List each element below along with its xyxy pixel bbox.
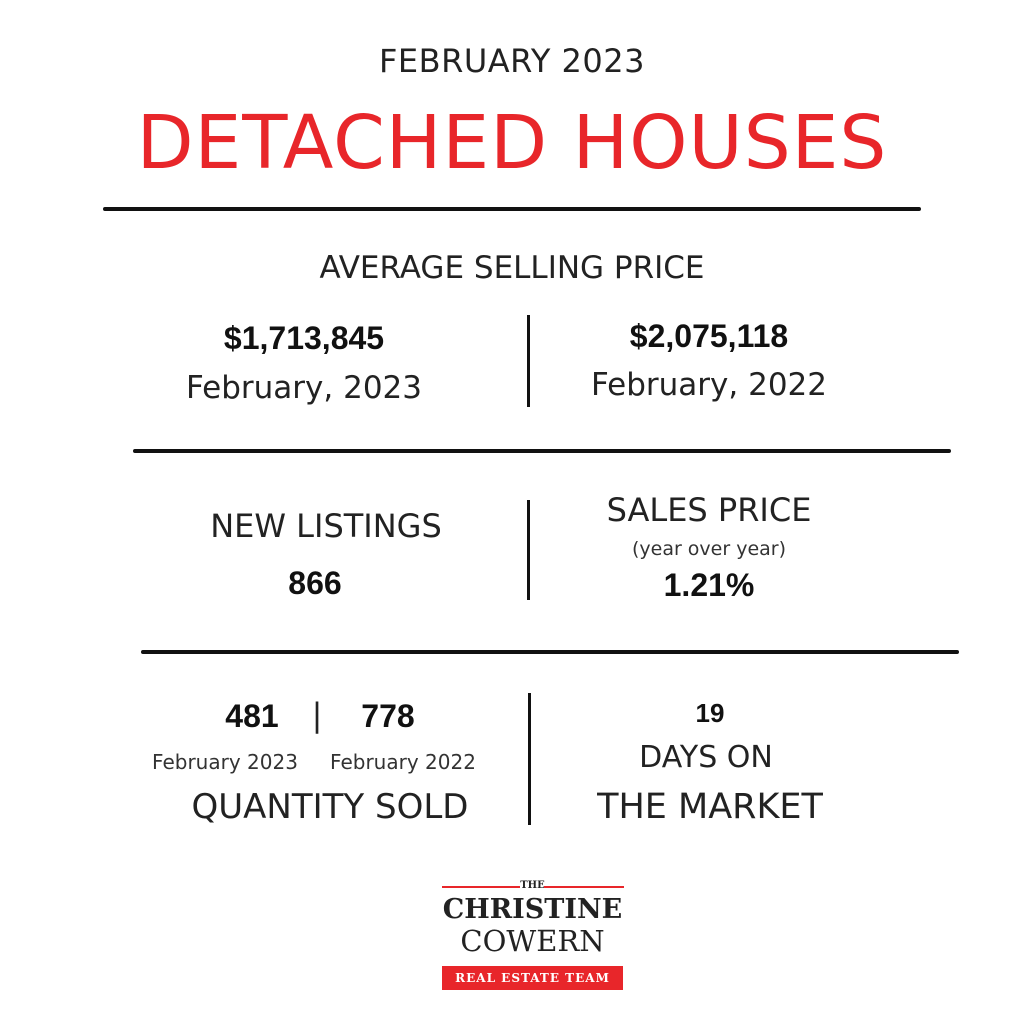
- quantity-sold-previous-value: 778: [361, 698, 415, 734]
- divider-vertical-quantity: [528, 693, 531, 825]
- days-on-market-line1: DAYS ON: [639, 740, 773, 775]
- divider-middle: [133, 449, 951, 453]
- logo-the: THE: [520, 880, 545, 891]
- quantity-sold-separator: |: [311, 696, 323, 734]
- new-listings-heading: NEW LISTINGS: [210, 507, 442, 545]
- logo-name-line2: COWERN: [460, 924, 605, 958]
- page-title: DETACHED HOUSES: [136, 100, 888, 186]
- quantity-sold-current-label: February 2023: [152, 750, 298, 774]
- quantity-sold-previous-label: February 2022: [330, 750, 476, 774]
- asp-current-value: $1,713,845: [223, 320, 385, 356]
- divider-bottom: [141, 650, 959, 654]
- asp-previous-value: $2,075,118: [629, 318, 789, 354]
- asp-current-label: February, 2023: [186, 370, 422, 406]
- quantity-sold-heading: QUANTITY SOLD: [191, 787, 469, 827]
- logo-name-line1: CHRISTINE: [442, 894, 623, 925]
- logo-rule-left: [442, 886, 520, 888]
- sales-price-value: 1.21%: [663, 567, 755, 603]
- quantity-sold-current-value: 481: [225, 698, 279, 734]
- sales-price-heading: SALES PRICE: [606, 491, 812, 529]
- new-listings-value: 866: [288, 565, 342, 601]
- asp-previous-label: February, 2022: [591, 367, 827, 403]
- brand-logo: THE CHRISTINE COWERN REAL ESTATE TEAM: [440, 880, 625, 992]
- sales-price-note: (year over year): [631, 538, 787, 560]
- divider-top: [103, 207, 921, 211]
- divider-vertical-asp: [527, 315, 530, 407]
- average-selling-price-heading: AVERAGE SELLING PRICE: [319, 250, 705, 286]
- logo-rule-right: [544, 886, 624, 888]
- days-on-market-value: 19: [695, 698, 725, 728]
- divider-vertical-listings: [527, 500, 530, 600]
- logo-tagline: REAL ESTATE TEAM: [442, 966, 623, 990]
- report-period: FEBRUARY 2023: [379, 42, 645, 80]
- days-on-market-line2: THE MARKET: [597, 787, 823, 827]
